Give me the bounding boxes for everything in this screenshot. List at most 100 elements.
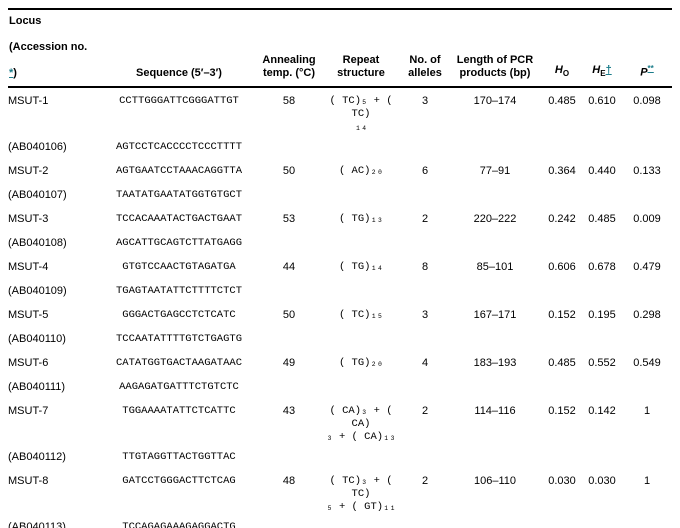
p-value: 0.298 bbox=[633, 309, 661, 321]
pcr-length-range: 85–101 bbox=[476, 261, 514, 273]
col-header-no-of-alleles: No. of alleles bbox=[402, 9, 448, 88]
pcr-length-range: 77–91 bbox=[479, 165, 511, 177]
alleles-count: 3 bbox=[421, 95, 429, 107]
ho-value: 0.030 bbox=[548, 475, 576, 487]
forward-primer-sequence: GTGTCCAACTGTAGATGA bbox=[122, 261, 236, 273]
ho-value: 0.242 bbox=[548, 213, 576, 225]
col-header-locus: Locus (Accession no. *) bbox=[8, 9, 100, 88]
locus-header-line1: Locus bbox=[9, 15, 42, 27]
p-double-asterisk-link[interactable]: ** bbox=[647, 64, 654, 74]
he-value: 0.552 bbox=[588, 357, 616, 369]
microsatellite-loci-table: Locus (Accession no. *) Sequence (5′–3′)… bbox=[8, 8, 672, 528]
table-row: MSUT-3 TCCACAAATACTGACTGAAT 53 ( TG)₁₃ 2… bbox=[8, 206, 672, 230]
reverse-primer-sequence: AAGAGATGATTTCTGTCTC bbox=[119, 381, 239, 393]
alleles-count: 3 bbox=[421, 309, 429, 321]
reverse-primer-sequence: TCCAGAGAAAGAGGACTG bbox=[122, 521, 236, 528]
ho-value: 0.364 bbox=[548, 165, 576, 177]
repeat-structure-value: ( TC)₁₅ bbox=[338, 309, 384, 321]
table-row: MSUT-2 AGTGAATCCTAAACAGGTTA 50 ( AC)₂₀ 6… bbox=[8, 158, 672, 182]
locus-header-line2: (Accession no. bbox=[9, 41, 88, 53]
ho-value: 0.606 bbox=[548, 261, 576, 273]
reverse-primer-sequence: TGAGTAATATTCTTTTCTCT bbox=[115, 285, 243, 297]
col-header-pcr-length: Length of PCR products (bp) bbox=[448, 9, 542, 88]
annealing-temp-value: 43 bbox=[282, 405, 296, 417]
reverse-primer-sequence: TCCAATATTTTGTCTGAGTG bbox=[115, 333, 243, 345]
col-header-ho: HO bbox=[542, 9, 582, 88]
table-row-accession: (AB040113) TCCAGAGAAAGAGGACTG bbox=[8, 514, 672, 528]
table-row-accession: (AB040106) AGTCCTCACCCCTCCCTTTT bbox=[8, 134, 672, 158]
table-row-accession: (AB040109) TGAGTAATATTCTTTTCTCT bbox=[8, 278, 672, 302]
table-row-accession: (AB040112) TTGTAGGTTACTGGTTAC bbox=[8, 444, 672, 468]
ho-value: 0.485 bbox=[548, 357, 576, 369]
forward-primer-sequence: GATCCTGGGACTTCTCAG bbox=[122, 475, 236, 487]
ho-symbol: H bbox=[554, 63, 563, 76]
table-row: MSUT-7 TGGAAAATATTCTCATTC 43 ( CA)₃ + ( … bbox=[8, 398, 672, 444]
p-value: 0.549 bbox=[633, 357, 661, 369]
locus-name: MSUT-5 bbox=[8, 309, 49, 321]
col-header-he: HE† bbox=[582, 9, 622, 88]
alleles-count: 2 bbox=[421, 475, 429, 487]
p-value: 1 bbox=[643, 475, 651, 487]
reverse-primer-sequence: TAATATGAATATGGTGTGCT bbox=[115, 189, 243, 201]
pcr-length-range: 114–116 bbox=[474, 405, 516, 417]
table-row-accession: (AB040111) AAGAGATGATTTCTGTCTC bbox=[8, 374, 672, 398]
accession-number: (AB040111) bbox=[8, 381, 66, 393]
he-symbol: H bbox=[592, 63, 601, 76]
alleles-count: 2 bbox=[421, 213, 429, 225]
accession-footnote-asterisk-link[interactable]: * bbox=[9, 67, 14, 79]
he-value: 0.610 bbox=[588, 95, 616, 107]
accession-number: (AB040107) bbox=[8, 189, 67, 201]
forward-primer-sequence: TCCACAAATACTGACTGAAT bbox=[115, 213, 243, 225]
locus-name: MSUT-4 bbox=[8, 261, 49, 273]
annealing-temp-value: 50 bbox=[282, 165, 296, 177]
table-row: MSUT-6 CATATGGTGACTAAGATAAC 49 ( TG)₂₀ 4… bbox=[8, 350, 672, 374]
p-value: 0.009 bbox=[633, 213, 661, 225]
accession-number: (AB040113) bbox=[8, 521, 66, 528]
p-symbol: P bbox=[640, 67, 648, 79]
reverse-primer-sequence: AGTCCTCACCCCTCCCTTTT bbox=[115, 141, 243, 153]
locus-header-close-paren: ) bbox=[13, 67, 17, 79]
accession-number: (AB040110) bbox=[8, 333, 66, 345]
forward-primer-sequence: GGGACTGAGCCTCTCATC bbox=[122, 309, 236, 321]
locus-name: MSUT-8 bbox=[8, 475, 49, 487]
repeat-structure-value: ( CA)₃ + ( CA) ₃ + ( CA)₁₃ bbox=[326, 405, 396, 443]
pcr-length-range: 220–222 bbox=[473, 213, 517, 225]
he-subscript: E bbox=[600, 69, 606, 78]
he-value: 0.030 bbox=[588, 475, 616, 487]
annealing-temp-value: 48 bbox=[282, 475, 296, 487]
col-header-annealing-temp: Annealing temp. (°C) bbox=[258, 9, 320, 88]
p-value: 0.479 bbox=[633, 261, 661, 273]
table-row: MSUT-5 GGGACTGAGCCTCTCATC 50 ( TC)₁₅ 3 1… bbox=[8, 302, 672, 326]
alleles-count: 2 bbox=[421, 405, 429, 417]
alleles-count: 4 bbox=[421, 357, 429, 369]
he-value: 0.195 bbox=[588, 309, 616, 321]
forward-primer-sequence: CATATGGTGACTAAGATAAC bbox=[115, 357, 243, 369]
repeat-structure-value: ( TG)₂₀ bbox=[338, 357, 384, 369]
col-header-p: P** bbox=[622, 9, 672, 88]
he-value: 0.678 bbox=[588, 261, 616, 273]
annealing-temp-value: 49 bbox=[282, 357, 296, 369]
table-row: MSUT-1 CCTTGGGATTCGGGATTGT 58 ( TC)₅ + (… bbox=[8, 87, 672, 134]
accession-number: (AB040108) bbox=[8, 237, 67, 249]
pcr-length-range: 167–171 bbox=[473, 309, 517, 321]
alleles-count: 6 bbox=[421, 165, 429, 177]
reverse-primer-sequence: TTGTAGGTTACTGGTTAC bbox=[122, 451, 236, 463]
table-row-accession: (AB040110) TCCAATATTTTGTCTGAGTG bbox=[8, 326, 672, 350]
repeat-structure-value: ( TC)₃ + ( TC) ₅ + ( GT)₁₁ bbox=[326, 475, 396, 513]
annealing-temp-value: 58 bbox=[282, 95, 296, 107]
p-value: 1 bbox=[643, 405, 651, 417]
repeat-structure-value: ( AC)₂₀ bbox=[338, 165, 384, 177]
annealing-temp-value: 50 bbox=[282, 309, 296, 321]
forward-primer-sequence: TGGAAAATATTCTCATTC bbox=[122, 405, 236, 417]
col-header-repeat-structure: Repeat structure bbox=[320, 9, 402, 88]
annealing-temp-value: 44 bbox=[282, 261, 296, 273]
locus-name: MSUT-3 bbox=[8, 213, 49, 225]
he-dagger-link[interactable]: † bbox=[605, 63, 612, 76]
pcr-length-range: 183–193 bbox=[473, 357, 517, 369]
table-row: MSUT-4 GTGTCCAACTGTAGATGA 44 ( TG)₁₄ 8 8… bbox=[8, 254, 672, 278]
repeat-structure-value: ( TG)₁₄ bbox=[338, 261, 384, 273]
he-value: 0.142 bbox=[588, 405, 616, 417]
pcr-length-range: 106–110 bbox=[473, 475, 516, 487]
accession-number: (AB040112) bbox=[8, 451, 66, 463]
he-value: 0.440 bbox=[588, 165, 616, 177]
